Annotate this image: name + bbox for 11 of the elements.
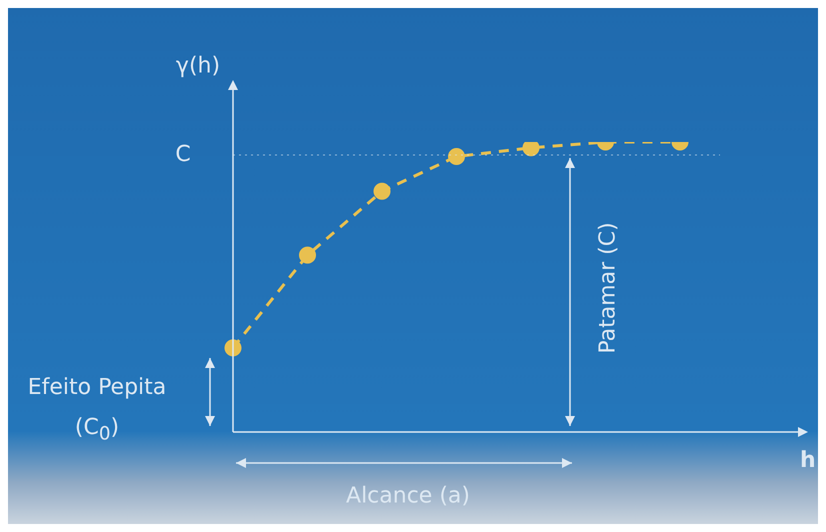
ref-line-label: C <box>175 142 191 167</box>
annotation: Patamar (C) <box>596 222 620 354</box>
point <box>522 142 540 156</box>
point <box>374 182 390 200</box>
text: Alcance (a) <box>346 484 470 508</box>
x-axis-title: h <box>800 448 816 473</box>
text: Efeito Pepita (C$_{0}$) <box>26 374 168 446</box>
point <box>224 339 242 356</box>
y-axis-title: γ(h) <box>176 54 220 78</box>
point <box>448 148 465 165</box>
point <box>299 246 316 264</box>
